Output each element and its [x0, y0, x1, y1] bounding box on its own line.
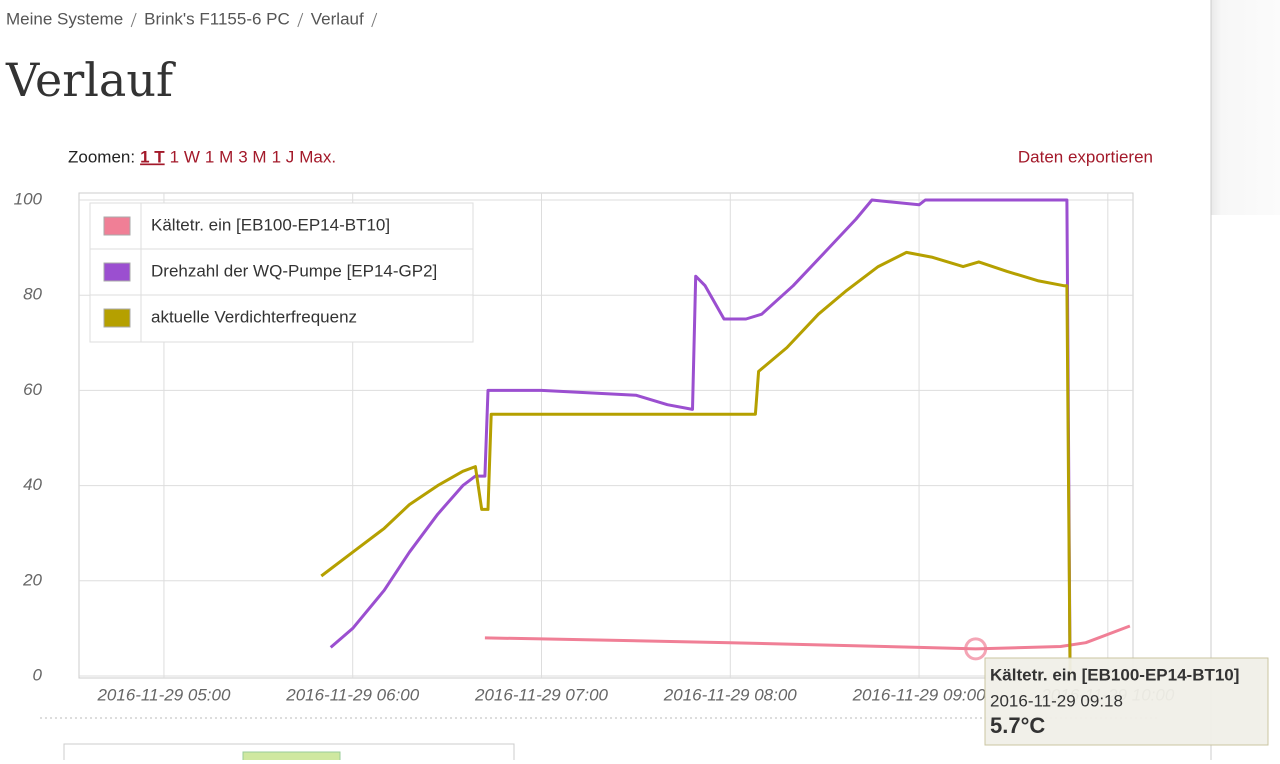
zoom-option[interactable]: Max.	[299, 147, 336, 166]
tooltip-box	[984, 657, 1269, 746]
zoom-option[interactable]: 1 T	[140, 147, 165, 166]
zoom-option[interactable]: 1 M	[205, 147, 233, 166]
y-tick-label: 100	[14, 189, 43, 208]
breadcrumb-sep	[130, 12, 137, 28]
lines	[320, 198, 1131, 677]
legend-swatch	[103, 262, 131, 282]
sidebar-panel	[1211, 0, 1280, 215]
breadcrumb-item[interactable]: Brink's F1155-6 PC	[144, 9, 290, 28]
x-tick-label: 2016-11-29 05:00	[96, 685, 231, 704]
zoom-option[interactable]: 1 W	[170, 147, 200, 166]
legend-swatch	[103, 216, 131, 236]
breadcrumb-item[interactable]: Meine Systeme	[6, 9, 123, 28]
legend-swatch	[103, 308, 131, 328]
y-tick-label: 20	[22, 570, 42, 589]
export-link[interactable]: Daten exportieren	[1018, 147, 1153, 166]
legend-box	[89, 202, 474, 343]
zoom-option[interactable]: 1 J	[272, 147, 295, 166]
x-tick-label: 2016-11-29 08:00	[663, 685, 798, 704]
x-tick-label: 2016-11-29 07:00	[474, 685, 609, 704]
breadcrumb-sep	[371, 12, 378, 28]
tooltip-time: 2016-11-29 09:18	[990, 691, 1123, 710]
breadcrumb-sep	[297, 12, 304, 28]
tooltip: Kältetr. ein [EB100-EP14-BT10] 2016-11-29…	[964, 637, 1269, 746]
zoom-option[interactable]: 3 M	[238, 147, 266, 166]
series-line	[320, 250, 1072, 677]
zoom-bar: Zoomen: 1 T 1 W 1 M 3 M 1 J Max.	[68, 147, 336, 166]
legend-label: Kältetr. ein [EB100-EP14-BT10]	[151, 215, 390, 234]
series-line	[329, 198, 1072, 677]
legend-label: aktuelle Verdichterfrequenz	[151, 307, 357, 326]
series-line	[484, 624, 1131, 651]
y-tick-label: 0	[33, 665, 43, 684]
navigator-window[interactable]	[242, 751, 341, 764]
legend-label: Drehzahl der WQ-Pumpe [EP14-GP2]	[151, 261, 437, 280]
page-title: Verlauf	[5, 53, 176, 107]
legend: Kältetr. ein [EB100-EP14-BT10] Drehzahl d…	[89, 202, 474, 343]
tooltip-value: 5.7°C	[990, 713, 1045, 738]
breadcrumb: Meine Systeme Brink's F1155-6 PC Verlauf	[6, 9, 378, 28]
zoom-label: Zoomen:	[68, 147, 135, 166]
y-tick-label: 40	[23, 475, 42, 494]
breadcrumb-item[interactable]: Verlauf	[311, 9, 364, 28]
x-tick-label: 2016-11-29 06:00	[285, 685, 420, 704]
hover-marker	[964, 637, 988, 661]
tooltip-series: Kältetr. ein [EB100-EP14-BT10]	[990, 665, 1239, 684]
y-tick-label: 60	[23, 380, 42, 399]
x-tick-label: 2016-11-29 09:00	[852, 685, 987, 704]
y-tick-label: 80	[23, 285, 42, 304]
